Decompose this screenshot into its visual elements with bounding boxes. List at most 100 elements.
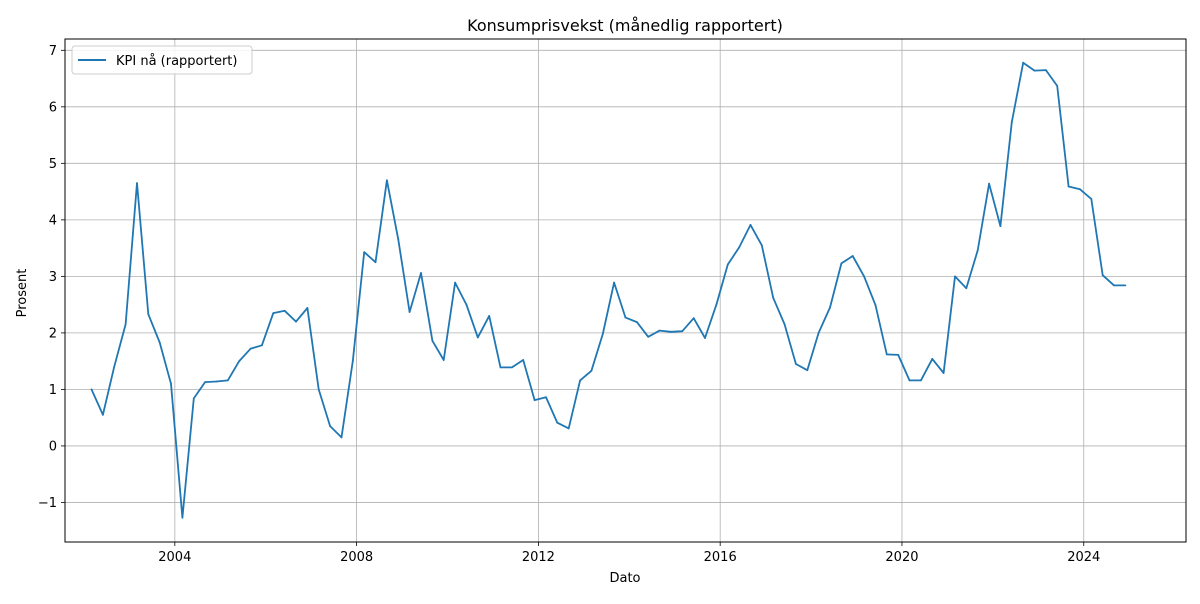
data-point: [851, 255, 854, 257]
data-point: [624, 316, 627, 319]
data-point: [897, 354, 900, 356]
data-point: [658, 329, 661, 332]
data-point: [261, 344, 263, 347]
y-tick-label: 5: [49, 157, 57, 172]
data-point: [363, 251, 366, 254]
data-point: [601, 333, 604, 335]
y-tick-label: 7: [49, 44, 57, 59]
data-point: [749, 224, 752, 226]
data-point: [181, 516, 184, 519]
data-point: [556, 421, 559, 424]
series-layer: [90, 61, 1127, 519]
series-line: [90, 61, 1126, 519]
legend-box: [71, 45, 253, 75]
data-point: [1124, 284, 1127, 287]
data-point: [204, 381, 207, 383]
plot-frame: [64, 38, 1187, 543]
x-axis-label: Dato: [609, 571, 640, 586]
data-point: [454, 281, 456, 284]
data-point: [1067, 185, 1070, 188]
data-point: [567, 427, 570, 430]
data-point: [170, 382, 172, 385]
data-point: [681, 330, 684, 333]
x-tick-label: 2004: [158, 550, 191, 565]
data-point: [511, 366, 513, 369]
data-point: [954, 275, 956, 278]
data-point: [908, 379, 911, 382]
data-point: [329, 425, 331, 427]
x-tick-label: 2008: [340, 550, 373, 565]
y-tick-label: 1: [49, 383, 57, 398]
data-point: [1079, 188, 1081, 191]
data-point: [590, 369, 593, 372]
grid-lines: [65, 39, 1186, 542]
data-point: [238, 360, 241, 362]
data-point: [965, 287, 968, 290]
data-point: [136, 182, 138, 185]
data-point: [885, 353, 888, 356]
data-point: [806, 369, 809, 372]
data-point: [817, 332, 820, 334]
data-point: [1022, 61, 1025, 64]
data-point: [647, 335, 650, 338]
data-point: [692, 317, 695, 320]
data-point: [215, 380, 218, 383]
data-point: [488, 315, 491, 317]
data-point: [431, 339, 434, 342]
data-point: [476, 336, 479, 339]
data-point: [738, 246, 740, 249]
data-point: [340, 436, 343, 439]
data-point: [988, 182, 990, 185]
data-point: [306, 307, 309, 309]
data-point: [147, 313, 150, 316]
data-point: [465, 303, 468, 306]
data-point: [295, 320, 297, 323]
data-point: [942, 372, 945, 374]
data-point: [90, 388, 93, 391]
data-point: [760, 244, 763, 247]
data-point: [317, 388, 320, 391]
y-tick-label: 0: [49, 439, 57, 454]
data-point: [522, 359, 525, 361]
data-point: [158, 341, 161, 344]
data-point: [1010, 121, 1013, 123]
data-point: [579, 379, 581, 382]
y-axis-label: Prosent: [15, 269, 30, 318]
data-point: [795, 363, 797, 365]
data-point: [1101, 274, 1104, 277]
chart-title: Konsumprisvekst (månedlig rapportert): [467, 16, 783, 35]
axis-ticks: 2004 2008 2012 2016 2020 2024 −1 0 1 2 3 4 5 6 7: [38, 44, 1100, 565]
data-point: [999, 225, 1002, 228]
data-point: [249, 347, 252, 350]
data-point: [636, 321, 638, 323]
data-point: [1033, 69, 1036, 72]
data-point: [386, 179, 388, 182]
data-point: [283, 309, 286, 312]
data-point: [351, 360, 354, 362]
data-point: [874, 304, 877, 307]
data-point: [533, 399, 536, 401]
x-tick-label: 2020: [885, 550, 918, 565]
x-tick-label: 2016: [704, 550, 737, 565]
y-tick-label: 6: [49, 100, 57, 115]
data-point: [420, 272, 422, 274]
data-point: [783, 323, 786, 326]
data-point: [499, 366, 502, 369]
data-point: [920, 379, 922, 382]
data-point: [670, 330, 672, 333]
legend: KPI nå (rapportert): [71, 45, 253, 75]
data-point: [840, 262, 843, 265]
data-point: [113, 365, 116, 368]
data-point: [374, 261, 377, 264]
data-point: [772, 296, 775, 299]
data-point: [192, 397, 195, 400]
data-point: [124, 323, 127, 326]
y-tick-label: 2: [49, 326, 57, 341]
data-point: [715, 303, 718, 306]
data-point: [226, 379, 229, 382]
data-point: [726, 263, 729, 266]
data-point: [863, 275, 865, 278]
x-tick-label: 2024: [1067, 550, 1100, 565]
